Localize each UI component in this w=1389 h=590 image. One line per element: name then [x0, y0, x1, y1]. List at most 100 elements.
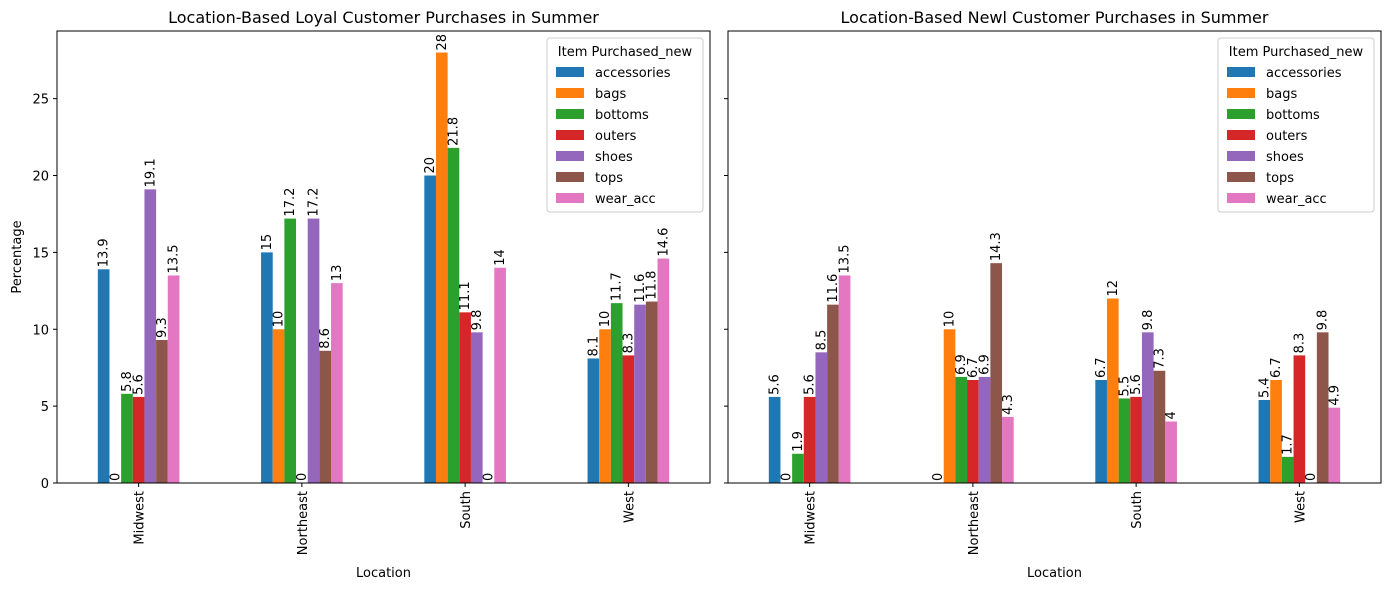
data-label: 12	[1106, 280, 1121, 297]
legend-swatch-tops	[1227, 172, 1255, 182]
bar-bags-northeast	[943, 329, 956, 483]
bar-shoes-northeast	[307, 218, 320, 483]
data-label: 14.6	[656, 228, 671, 257]
legend-label-bags: bags	[595, 87, 626, 102]
bar-wear_acc-midwest	[167, 275, 180, 483]
chart-panel-2: Location-Based Newl Customer Purchases i…	[724, 8, 1382, 581]
data-label: 28	[435, 34, 450, 51]
bar-bottoms-northeast	[955, 376, 968, 483]
data-label: 5.8	[120, 371, 135, 392]
data-label: 0	[779, 473, 794, 481]
bar-outers-northeast	[967, 379, 979, 483]
x-tick-label: South	[1130, 491, 1145, 529]
legend-label-accessories: accessories	[1266, 66, 1342, 81]
data-label: 15	[260, 234, 275, 251]
bar-outers-west	[622, 355, 635, 483]
data-label: 10	[598, 311, 613, 328]
y-tick-label: 20	[32, 170, 49, 185]
bar-outers-midwest	[803, 396, 816, 483]
legend-swatch-tops	[556, 172, 584, 182]
legend-swatch-bottoms	[556, 109, 584, 119]
y-axis-label: Percentage	[10, 220, 25, 293]
data-label: 5.6	[803, 374, 818, 395]
data-label: 6.7	[1094, 357, 1109, 378]
legend-swatch-outers	[1227, 130, 1255, 140]
data-label: 8.3	[1292, 333, 1307, 354]
bar-wear_acc-midwest	[838, 275, 851, 483]
legend-label-wear_acc: wear_acc	[1266, 192, 1327, 207]
bar-bottoms-northeast	[284, 218, 297, 483]
data-label: 4.3	[1001, 394, 1016, 415]
x-tick-label: West	[1293, 491, 1308, 523]
y-tick-label: 5	[41, 400, 49, 415]
legend-label-outers: outers	[595, 129, 637, 144]
bar-bottoms-west	[610, 303, 623, 483]
bar-bags-south	[1106, 298, 1119, 483]
bar-tops-northeast	[319, 350, 332, 483]
legend-title: Item Purchased_new	[558, 45, 693, 60]
data-label: 9.3	[155, 317, 170, 338]
data-label: 4	[1164, 411, 1179, 419]
data-label: 10	[943, 311, 958, 328]
bar-bags-south	[435, 52, 448, 484]
x-tick-label: Northeast	[967, 491, 982, 555]
legend-label-bottoms: bottoms	[1266, 108, 1320, 123]
data-label: 21.8	[446, 117, 461, 146]
legend-swatch-bottoms	[1227, 109, 1255, 119]
data-label: 0	[1304, 473, 1319, 481]
data-label: 11.1	[458, 281, 473, 310]
legend-label-outers: outers	[1266, 129, 1308, 144]
data-label: 13.5	[167, 244, 182, 273]
data-label: 0	[931, 473, 946, 481]
bar-tops-west	[645, 301, 658, 483]
legend-label-shoes: shoes	[595, 150, 633, 165]
bar-wear_acc-west	[657, 258, 670, 483]
legend-label-wear_acc: wear_acc	[595, 192, 656, 207]
data-label: 1.7	[1281, 434, 1296, 455]
data-label: 13	[330, 265, 345, 282]
legend-label-bags: bags	[1266, 87, 1297, 102]
legend-label-shoes: shoes	[1266, 150, 1304, 165]
legend: Item Purchased_new accessories bags bottoms…	[546, 37, 704, 213]
bar-accessories-midwest	[768, 396, 781, 483]
legend-swatch-bags	[1227, 88, 1255, 98]
bar-shoes-south	[1141, 332, 1154, 483]
bar-bottoms-south	[1118, 398, 1131, 483]
data-label: 11.6	[826, 274, 841, 303]
legend-box	[546, 37, 704, 213]
legend-label-accessories: accessories	[595, 66, 671, 81]
legend-label-tops: tops	[595, 171, 623, 186]
bar-tops-midwest	[156, 340, 168, 483]
bar-tops-northeast	[990, 263, 1003, 483]
chart-panel-1: Location-Based Loyal Customer Purchases …	[10, 8, 711, 581]
data-label: 6.9	[978, 354, 993, 375]
x-axis-label: Location	[356, 566, 411, 581]
legend-box	[1217, 37, 1375, 213]
bar-bottoms-midwest	[121, 393, 133, 483]
bar-tops-midwest	[827, 304, 839, 483]
data-label: 11.6	[633, 274, 648, 303]
legend-swatch-wear_acc	[1227, 193, 1255, 203]
x-tick-label: Northeast	[296, 491, 311, 555]
data-label: 6.7	[1269, 357, 1284, 378]
bar-accessories-west	[587, 358, 600, 483]
bar-shoes-midwest	[815, 352, 828, 483]
data-label: 19.1	[143, 158, 158, 187]
data-label: 6.7	[966, 357, 981, 378]
data-label: 8.1	[586, 336, 601, 357]
legend-swatch-bags	[556, 88, 584, 98]
legend-label-bottoms: bottoms	[595, 108, 649, 123]
axes-frame	[56, 30, 711, 484]
data-label: 5.6	[132, 374, 147, 395]
data-label: 0	[481, 473, 496, 481]
data-label: 11.8	[645, 271, 660, 300]
data-label: 8.3	[621, 333, 636, 354]
legend-label-tops: tops	[1266, 171, 1294, 186]
bar-wear_acc-northeast	[331, 283, 343, 483]
legend-swatch-accessories	[1227, 67, 1255, 77]
bar-bottoms-west	[1281, 456, 1294, 483]
legend-swatch-shoes	[1227, 151, 1255, 161]
legend-swatch-outers	[556, 130, 584, 140]
data-label: 8.6	[318, 328, 333, 349]
legend: Item Purchased_new accessories bags bottoms…	[1217, 37, 1375, 213]
